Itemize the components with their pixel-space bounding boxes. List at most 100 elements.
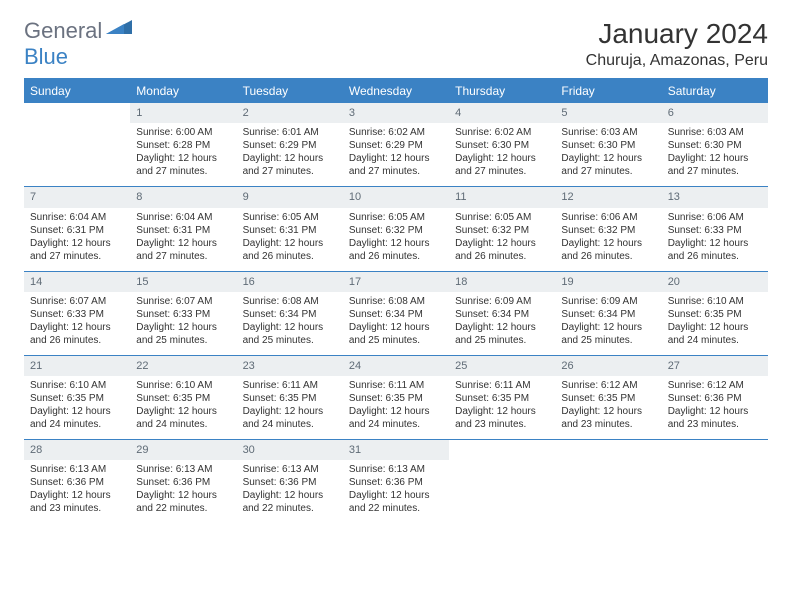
- day-day2: and 24 minutes.: [136, 418, 230, 431]
- day-body: Sunrise: 6:05 AMSunset: 6:32 PMDaylight:…: [343, 208, 449, 271]
- day-number: 24: [343, 356, 449, 376]
- day-sunrise: Sunrise: 6:13 AM: [349, 463, 443, 476]
- day-sunset: Sunset: 6:31 PM: [243, 224, 337, 237]
- day-sunrise: Sunrise: 6:11 AM: [455, 379, 549, 392]
- day-number: 6: [662, 103, 768, 123]
- day-number: 2: [237, 103, 343, 123]
- day-number: 14: [24, 272, 130, 292]
- day-sunrise: Sunrise: 6:12 AM: [668, 379, 762, 392]
- day-sunrise: Sunrise: 6:02 AM: [455, 126, 549, 139]
- day-day2: and 23 minutes.: [561, 418, 655, 431]
- day-body: Sunrise: 6:08 AMSunset: 6:34 PMDaylight:…: [343, 292, 449, 355]
- day-day1: Daylight: 12 hours: [30, 237, 124, 250]
- day-sunrise: Sunrise: 6:11 AM: [243, 379, 337, 392]
- day-body: Sunrise: 6:12 AMSunset: 6:35 PMDaylight:…: [555, 376, 661, 439]
- day-number: 25: [449, 356, 555, 376]
- day-number: 16: [237, 272, 343, 292]
- day-number: 20: [662, 272, 768, 292]
- day-sunset: Sunset: 6:35 PM: [30, 392, 124, 405]
- day-day1: Daylight: 12 hours: [349, 152, 443, 165]
- brand-part2-wrap: Blue: [24, 44, 68, 70]
- day-cell: 15Sunrise: 6:07 AMSunset: 6:33 PMDayligh…: [130, 272, 236, 356]
- day-sunrise: Sunrise: 6:00 AM: [136, 126, 230, 139]
- weekday-header-row: Sunday Monday Tuesday Wednesday Thursday…: [24, 79, 768, 104]
- day-body: Sunrise: 6:03 AMSunset: 6:30 PMDaylight:…: [662, 123, 768, 186]
- day-cell: 26Sunrise: 6:12 AMSunset: 6:35 PMDayligh…: [555, 356, 661, 440]
- day-cell: 8Sunrise: 6:04 AMSunset: 6:31 PMDaylight…: [130, 187, 236, 271]
- week-row: 1Sunrise: 6:00 AMSunset: 6:28 PMDaylight…: [24, 103, 768, 187]
- day-number: 29: [130, 440, 236, 460]
- day-sunset: Sunset: 6:33 PM: [30, 308, 124, 321]
- day-sunset: Sunset: 6:34 PM: [349, 308, 443, 321]
- day-day1: Daylight: 12 hours: [243, 321, 337, 334]
- day-number: 1: [130, 103, 236, 123]
- day-day1: Daylight: 12 hours: [561, 237, 655, 250]
- day-day1: Daylight: 12 hours: [455, 237, 549, 250]
- day-number: 4: [449, 103, 555, 123]
- day-day1: Daylight: 12 hours: [243, 489, 337, 502]
- day-sunrise: Sunrise: 6:08 AM: [243, 295, 337, 308]
- day-sunrise: Sunrise: 6:13 AM: [30, 463, 124, 476]
- day-sunset: Sunset: 6:35 PM: [243, 392, 337, 405]
- day-day2: and 22 minutes.: [349, 502, 443, 515]
- day-sunrise: Sunrise: 6:07 AM: [30, 295, 124, 308]
- day-sunrise: Sunrise: 6:09 AM: [561, 295, 655, 308]
- week-row: 28Sunrise: 6:13 AMSunset: 6:36 PMDayligh…: [24, 440, 768, 523]
- day-sunset: Sunset: 6:36 PM: [136, 476, 230, 489]
- day-sunset: Sunset: 6:36 PM: [243, 476, 337, 489]
- calendar-body: 1Sunrise: 6:00 AMSunset: 6:28 PMDaylight…: [24, 103, 768, 523]
- day-day2: and 26 minutes.: [455, 250, 549, 263]
- day-sunset: Sunset: 6:35 PM: [455, 392, 549, 405]
- day-cell: 22Sunrise: 6:10 AMSunset: 6:35 PMDayligh…: [130, 356, 236, 440]
- day-cell: [662, 440, 768, 523]
- day-number: 22: [130, 356, 236, 376]
- day-day2: and 26 minutes.: [349, 250, 443, 263]
- day-day2: and 26 minutes.: [30, 334, 124, 347]
- day-day1: Daylight: 12 hours: [243, 405, 337, 418]
- day-sunrise: Sunrise: 6:05 AM: [455, 211, 549, 224]
- day-day1: Daylight: 12 hours: [349, 237, 443, 250]
- day-body: Sunrise: 6:11 AMSunset: 6:35 PMDaylight:…: [449, 376, 555, 439]
- day-sunrise: Sunrise: 6:10 AM: [136, 379, 230, 392]
- day-number: 26: [555, 356, 661, 376]
- day-day1: Daylight: 12 hours: [136, 321, 230, 334]
- day-body: Sunrise: 6:07 AMSunset: 6:33 PMDaylight:…: [130, 292, 236, 355]
- day-body: Sunrise: 6:13 AMSunset: 6:36 PMDaylight:…: [24, 460, 130, 523]
- day-sunset: Sunset: 6:32 PM: [561, 224, 655, 237]
- day-body: Sunrise: 6:11 AMSunset: 6:35 PMDaylight:…: [343, 376, 449, 439]
- day-cell: 18Sunrise: 6:09 AMSunset: 6:34 PMDayligh…: [449, 272, 555, 356]
- day-sunrise: Sunrise: 6:05 AM: [243, 211, 337, 224]
- day-cell: 31Sunrise: 6:13 AMSunset: 6:36 PMDayligh…: [343, 440, 449, 523]
- weekday-mon: Monday: [130, 79, 236, 104]
- day-body: Sunrise: 6:13 AMSunset: 6:36 PMDaylight:…: [130, 460, 236, 523]
- day-day1: Daylight: 12 hours: [455, 321, 549, 334]
- week-row: 21Sunrise: 6:10 AMSunset: 6:35 PMDayligh…: [24, 356, 768, 440]
- day-body: Sunrise: 6:07 AMSunset: 6:33 PMDaylight:…: [24, 292, 130, 355]
- day-sunrise: Sunrise: 6:01 AM: [243, 126, 337, 139]
- day-day2: and 22 minutes.: [136, 502, 230, 515]
- day-day2: and 26 minutes.: [561, 250, 655, 263]
- weekday-sun: Sunday: [24, 79, 130, 104]
- day-sunset: Sunset: 6:35 PM: [561, 392, 655, 405]
- day-body: Sunrise: 6:09 AMSunset: 6:34 PMDaylight:…: [555, 292, 661, 355]
- weekday-sat: Saturday: [662, 79, 768, 104]
- day-body: Sunrise: 6:02 AMSunset: 6:30 PMDaylight:…: [449, 123, 555, 186]
- day-day2: and 25 minutes.: [561, 334, 655, 347]
- day-day2: and 23 minutes.: [668, 418, 762, 431]
- day-cell: 10Sunrise: 6:05 AMSunset: 6:32 PMDayligh…: [343, 187, 449, 271]
- day-day2: and 25 minutes.: [349, 334, 443, 347]
- day-number: 3: [343, 103, 449, 123]
- day-sunrise: Sunrise: 6:13 AM: [243, 463, 337, 476]
- day-day1: Daylight: 12 hours: [561, 321, 655, 334]
- day-sunset: Sunset: 6:32 PM: [455, 224, 549, 237]
- day-day2: and 24 minutes.: [668, 334, 762, 347]
- day-number: 12: [555, 187, 661, 207]
- day-day1: Daylight: 12 hours: [30, 321, 124, 334]
- day-body: Sunrise: 6:06 AMSunset: 6:32 PMDaylight:…: [555, 208, 661, 271]
- day-sunset: Sunset: 6:36 PM: [30, 476, 124, 489]
- day-cell: 28Sunrise: 6:13 AMSunset: 6:36 PMDayligh…: [24, 440, 130, 523]
- day-sunrise: Sunrise: 6:09 AM: [455, 295, 549, 308]
- day-sunrise: Sunrise: 6:02 AM: [349, 126, 443, 139]
- day-cell: 24Sunrise: 6:11 AMSunset: 6:35 PMDayligh…: [343, 356, 449, 440]
- day-cell: 21Sunrise: 6:10 AMSunset: 6:35 PMDayligh…: [24, 356, 130, 440]
